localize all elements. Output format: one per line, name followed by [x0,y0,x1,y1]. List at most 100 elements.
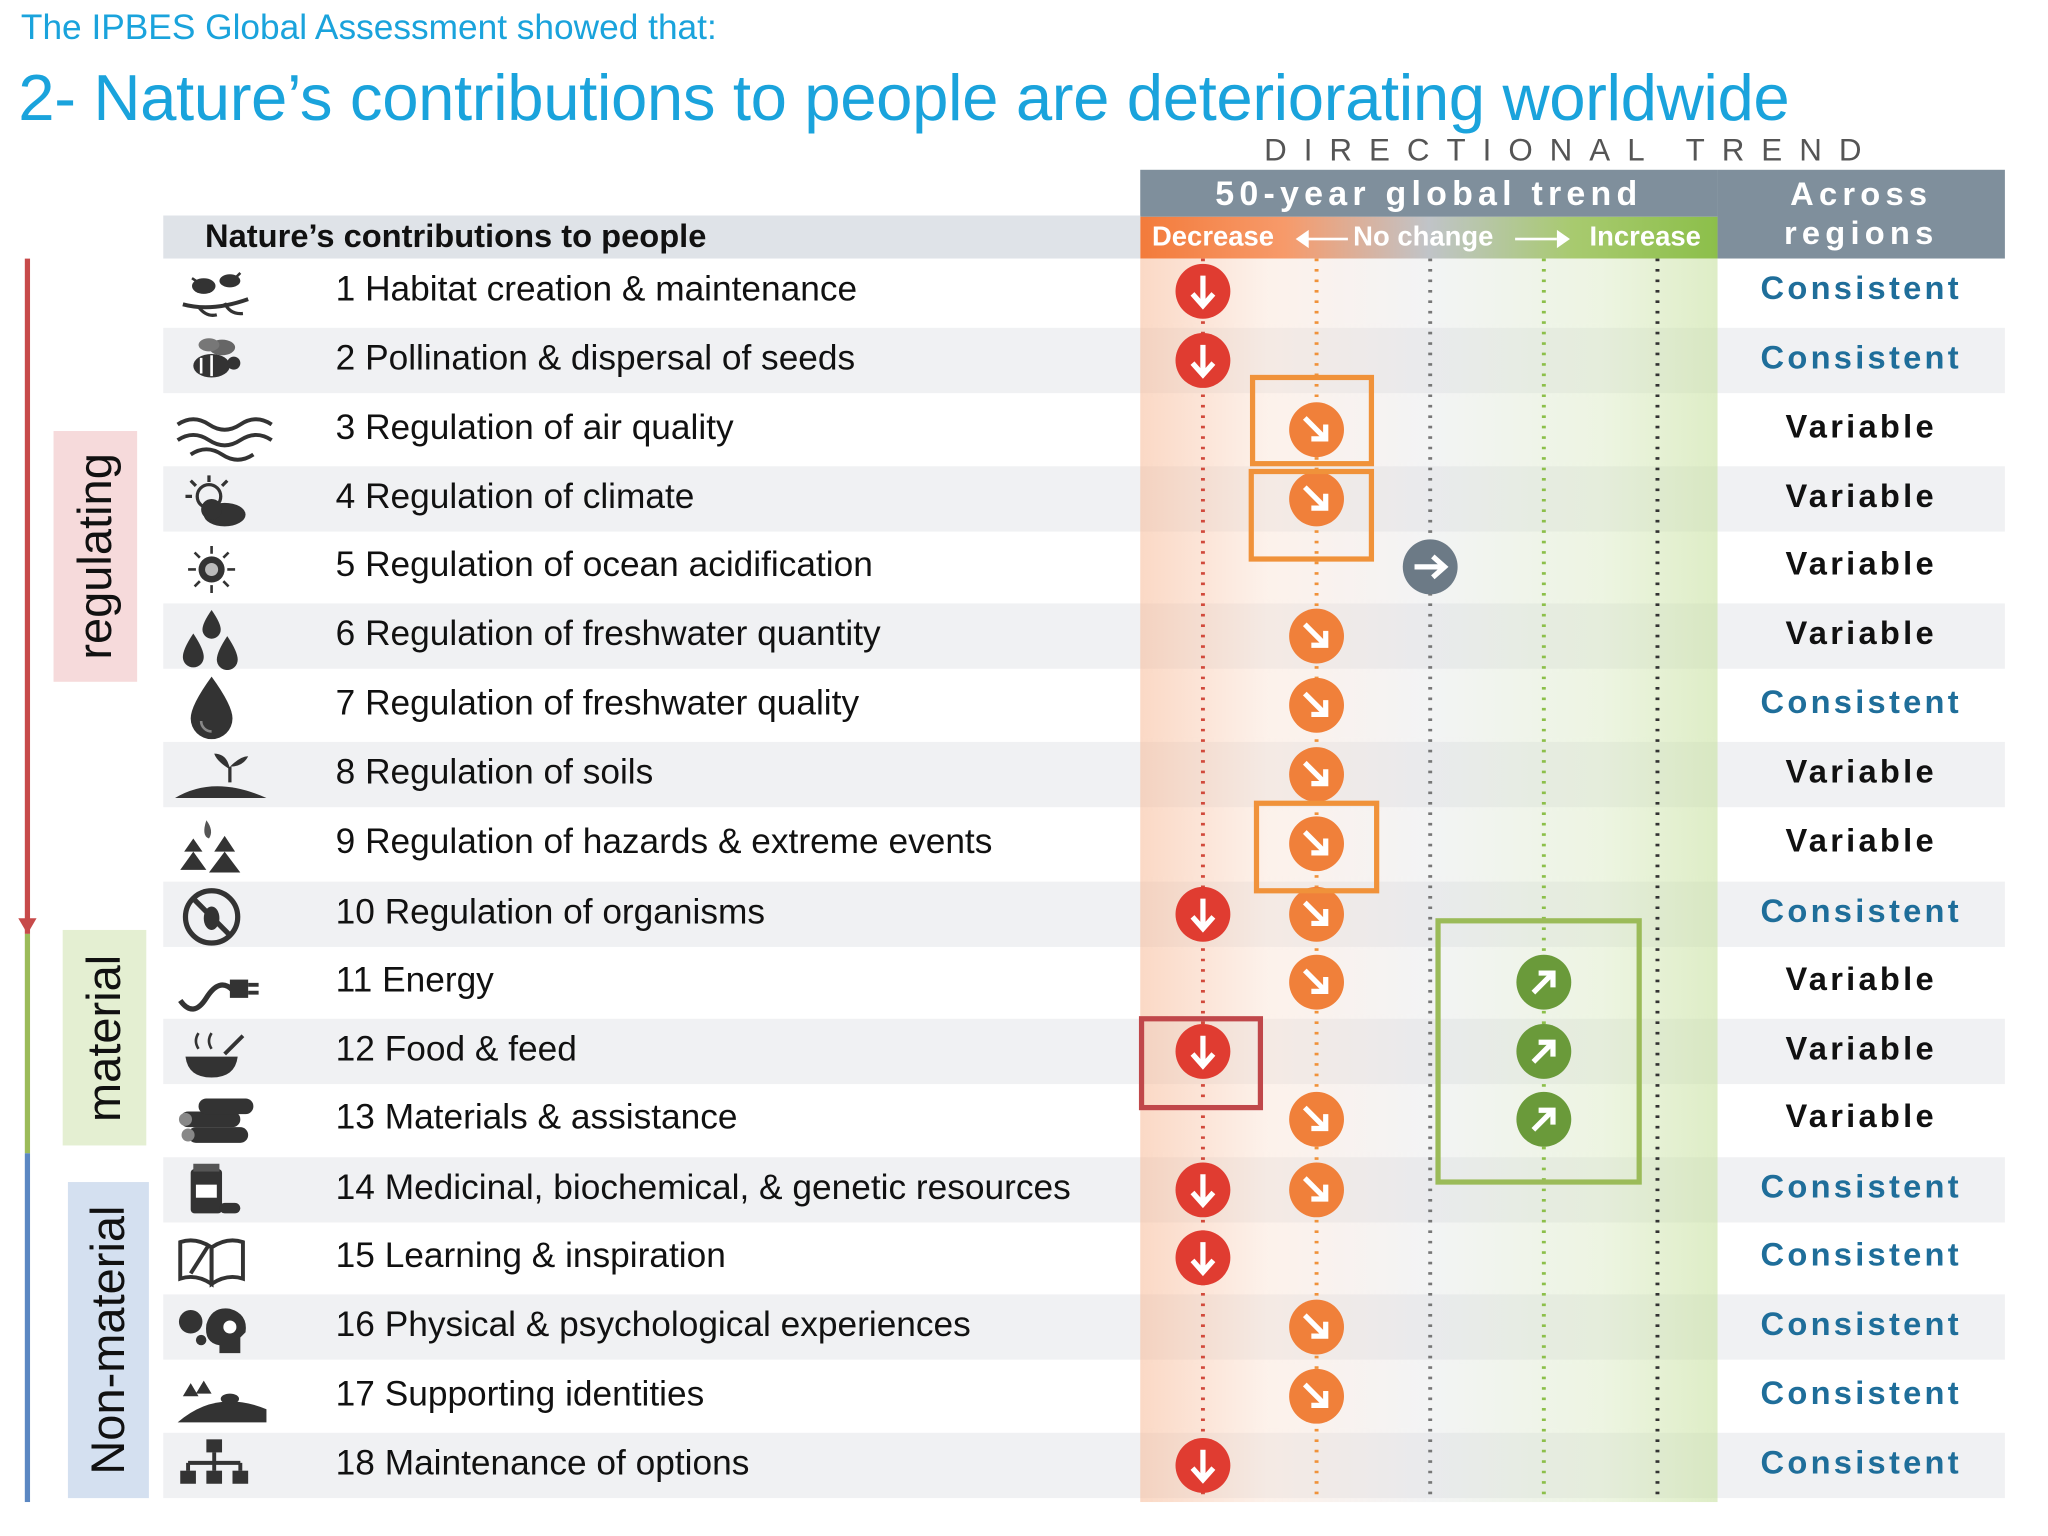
row-label: 7 Regulation of freshwater quality [335,683,860,723]
row-label: 4 Regulation of climate [335,476,695,516]
medicine-icon [170,1159,274,1224]
open-book-icon [170,1226,274,1291]
regions-value: Consistent [1760,1236,1962,1274]
food-bowl-icon [170,1020,274,1085]
category-line-1 [24,933,31,1154]
trend-marker-decrease-icon [1174,1437,1231,1501]
row-label: 6 Regulation of freshwater quantity [335,613,881,654]
trend-scale-header [1140,216,1718,259]
trend-marker-decrease-partial-icon [1288,1298,1345,1362]
logs-icon [170,1088,274,1153]
row-label: 5 Regulation of ocean acidification [335,544,873,584]
fifty-year-header-band [1140,169,1718,217]
trend-marker-decrease-partial-icon [1288,1161,1345,1225]
trend-marker-decrease-partial-icon [1288,953,1345,1017]
category-box: Non-material [67,1182,149,1499]
left-arrow-head-icon [1295,229,1309,249]
water-drop-icon [170,674,274,740]
row-label: 8 Regulation of soils [335,752,654,792]
highlight-box-air-quality [1249,374,1375,467]
increase-label: Increase [1589,222,1701,253]
trend-marker-decrease-icon [1174,886,1231,950]
regions-value: Consistent [1760,1375,1962,1412]
trend-marker-increase-icon [1515,1023,1572,1087]
regulating-arrow-head-icon [18,918,37,934]
ncp-header-band [163,215,1141,259]
regions-value: Variable [1785,615,1937,652]
trend-marker-increase-icon [1515,1091,1572,1155]
right-arrow-head-icon [1556,229,1570,249]
trend-marker-increase-icon [1515,953,1572,1017]
category-line-0 [24,258,31,934]
regions-value: Consistent [1760,1444,1962,1482]
trend-marker-decrease-partial-icon [1288,677,1345,741]
across-regions-header-band [1717,169,2005,259]
slide-subtitle: The IPBES Global Assessment showed that: [20,7,717,48]
regions-value: Consistent [1760,270,1962,307]
category-box: regulating [53,431,138,682]
forest-fire-icon [170,812,274,877]
trend-marker-decrease-partial-icon [1288,1091,1345,1155]
regions-value: Variable [1785,545,1937,583]
category-label: material [77,954,131,1122]
regions-value: Consistent [1760,1168,1962,1206]
regions-value: Variable [1785,961,1937,998]
row-label: 13 Materials & assistance [335,1097,738,1137]
highlight-box-hazards [1253,800,1380,894]
across-regions-header: Across regions [1783,176,1939,253]
trend-marker-decrease-partial-icon [1288,815,1345,879]
highlight-box-climate [1248,468,1375,562]
trend-marker-decrease-icon [1174,332,1231,396]
category-line-2 [24,1153,31,1503]
decrease-label: Decrease [1151,222,1275,253]
air-waves-icon [170,398,274,463]
row-label: 16 Physical & psychological experiences [335,1304,971,1344]
row-label: 18 Maintenance of options [335,1443,750,1483]
row-label: 9 Regulation of hazards & extreme events [335,821,993,861]
bee-icon [170,329,274,394]
row-label: 3 Regulation of air quality [335,407,734,447]
regions-value: Variable [1785,1030,1937,1068]
trend-marker-decrease-icon [1174,263,1231,327]
no-change-label: No change [1353,222,1494,253]
trend-marker-decrease-partial-icon [1288,607,1345,671]
head-thought-icon [170,1296,274,1361]
highlight-box-material-increase [1435,918,1642,1185]
trend-marker-decrease-icon [1174,1023,1231,1087]
regions-value: Variable [1785,408,1937,446]
no-pest-icon [170,883,274,948]
regions-value: Variable [1785,1098,1937,1136]
ncp-column-header: Nature’s contributions to people [205,218,707,255]
trend-marker-decrease-partial-icon [1288,886,1345,950]
row-label: 10 Regulation of organisms [335,892,765,932]
regions-value: Variable [1785,478,1937,515]
category-box: material [62,929,147,1146]
regions-value: Variable [1785,753,1937,791]
highlight-box-food [1138,1016,1264,1111]
row-label: 11 Energy [335,959,494,1000]
trend-marker-decrease-partial-icon [1288,470,1345,534]
left-arrow-line [1303,237,1348,241]
category-label: Non-material [80,1205,135,1475]
row-label: 2 Pollination & dispersal of seeds [335,338,856,378]
hierarchy-icon [170,1434,274,1499]
trend-marker-no-change-icon [1401,538,1458,602]
trend-marker-decrease-partial-icon [1288,1368,1345,1432]
water-drops-icon [170,605,274,671]
regions-value: Variable [1785,822,1937,860]
trend-marker-decrease-icon [1174,1229,1231,1293]
trend-marker-decrease-icon [1174,1161,1231,1225]
trend-marker-decrease-partial-icon [1288,401,1345,465]
row-label: 17 Supporting identities [335,1374,705,1414]
fifty-year-header: 50-year global trend [1215,173,1643,213]
right-arrow-line [1515,237,1557,241]
birds-on-branch-icon [170,260,274,325]
row-label: 12 Food & feed [335,1029,577,1069]
soil-seedling-icon [170,743,274,808]
regions-value: Consistent [1760,684,1962,721]
regions-value: Consistent [1760,1306,1962,1343]
row-label: 14 Medicinal, biochemical, & genetic res… [335,1167,1071,1207]
row-label: 1 Habitat creation & maintenance [335,269,858,309]
